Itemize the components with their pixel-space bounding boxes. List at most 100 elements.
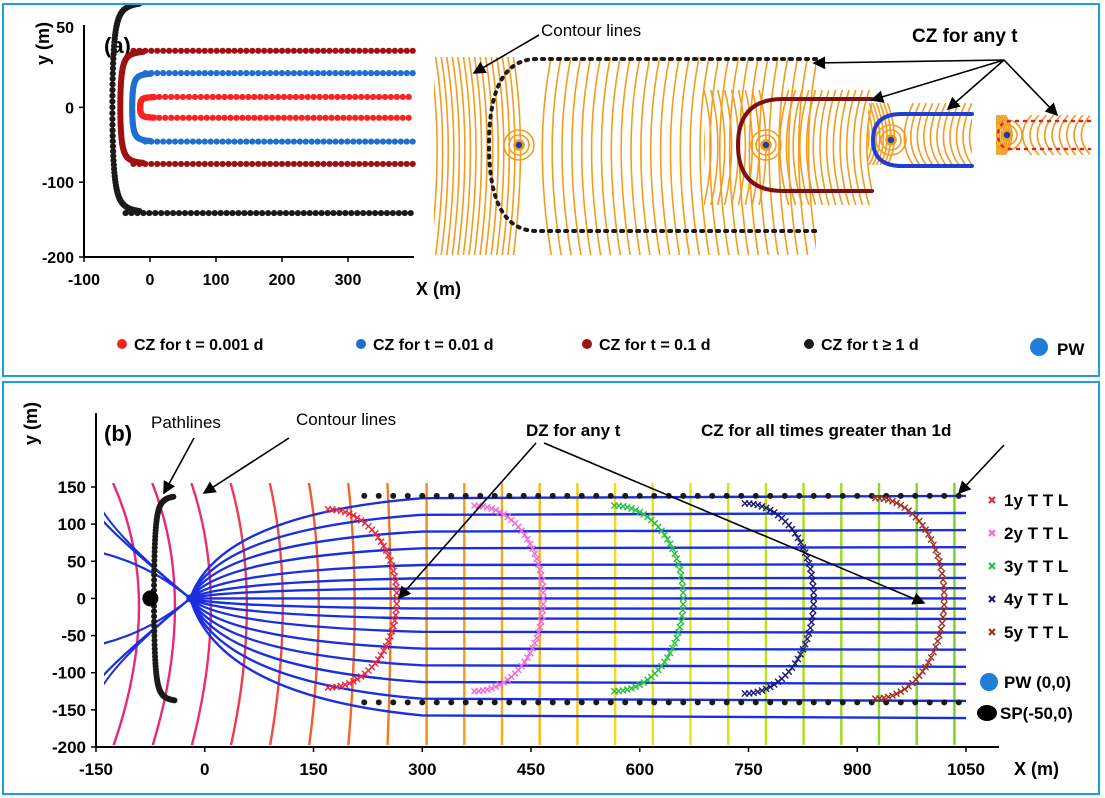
- cz-point: [191, 114, 198, 121]
- contour-line: [728, 57, 740, 255]
- ttl-point: [803, 554, 811, 562]
- ttl-point: [758, 502, 766, 510]
- cz-point: [373, 160, 381, 168]
- contour-line: [600, 57, 612, 255]
- cz-point: [223, 209, 230, 217]
- cz-point: [326, 160, 333, 168]
- cz-point: [235, 209, 242, 217]
- contour-line: [699, 57, 710, 255]
- cz-point: [109, 115, 116, 123]
- cz-point: [356, 70, 363, 77]
- cz-point: [462, 699, 469, 706]
- cz-point: [267, 138, 274, 145]
- ttl-point: [470, 502, 478, 510]
- cz-point: [247, 209, 254, 217]
- cz-point: [261, 47, 268, 54]
- ttl-point: [930, 541, 938, 549]
- cz-point: [109, 70, 116, 77]
- cz-point: [179, 114, 187, 121]
- annotation-arrow: [946, 59, 1005, 111]
- cz-point: [302, 70, 309, 77]
- cz-point: [261, 138, 268, 145]
- ttl-point: [901, 685, 909, 693]
- x-tick-label: 200: [269, 272, 296, 289]
- cz-point: [267, 160, 274, 168]
- ttl-point: [810, 594, 818, 602]
- contour-line: [1065, 115, 1077, 155]
- ttl-point: [345, 510, 353, 518]
- cz-point: [404, 492, 411, 499]
- cz-point: [314, 47, 321, 54]
- ttl-point: [674, 629, 682, 637]
- ttl-point: [930, 648, 938, 656]
- ttl-point: [666, 540, 674, 548]
- cz-point: [197, 93, 204, 101]
- ttl-point: [762, 685, 770, 693]
- contour-lines: [996, 115, 1090, 155]
- pathline: [189, 597, 967, 634]
- cz-point: [342, 209, 349, 217]
- annotation-arrow: [163, 437, 195, 495]
- cz-point: [883, 699, 890, 706]
- contour-line: [473, 57, 483, 255]
- cz-point: [298, 93, 305, 101]
- legend-label-2: CZ for t = 0.1 d: [599, 337, 711, 354]
- cz-point: [189, 160, 196, 168]
- ttl-point: [803, 635, 811, 643]
- cz-point: [352, 93, 359, 101]
- cz-point: [154, 47, 161, 54]
- contour-line: [785, 90, 797, 205]
- legend-marker-0: [988, 496, 996, 504]
- contour-line: [434, 57, 444, 255]
- ttl-point: [679, 589, 687, 597]
- ttl-point: [897, 688, 905, 696]
- cz-point: [356, 160, 363, 168]
- cz-curve: [735, 97, 874, 193]
- ttl-point: [939, 613, 947, 621]
- ttl-point: [927, 535, 935, 543]
- contour-line: [868, 121, 870, 151]
- y-tick-label: 0: [65, 100, 74, 117]
- ttl-point: [893, 499, 901, 507]
- cz-point: [251, 93, 258, 101]
- contour-line: [1073, 115, 1084, 155]
- contour-line: [689, 57, 700, 255]
- cz-point: [156, 114, 163, 121]
- cz-point: [322, 93, 329, 101]
- cz-point: [110, 55, 117, 62]
- cz-point: [207, 47, 214, 54]
- ttl-point: [806, 565, 814, 573]
- ttl-point: [526, 649, 534, 657]
- cz-point: [854, 492, 861, 499]
- cz-point: [269, 114, 276, 121]
- cz-point: [296, 160, 303, 168]
- cz-point: [369, 114, 377, 121]
- cz-point: [130, 160, 137, 168]
- ttl-point: [676, 566, 684, 574]
- ttl-point: [808, 618, 816, 626]
- cz-point: [168, 93, 175, 101]
- contour-line: [716, 90, 726, 205]
- cz-point: [316, 114, 323, 121]
- annotation-arrow: [957, 444, 1005, 495]
- cz-point: [239, 114, 246, 121]
- cz-point: [189, 70, 196, 77]
- ttl-point: [679, 594, 687, 602]
- cz-point: [195, 160, 202, 168]
- ttl-point: [937, 563, 945, 571]
- contour-line: [457, 57, 466, 255]
- cz-point: [448, 492, 455, 499]
- cz-point: [344, 160, 351, 168]
- cz-point: [391, 138, 398, 145]
- cz-point: [284, 47, 292, 54]
- contour-lines: [704, 90, 872, 205]
- cz-point: [520, 492, 527, 499]
- contour-line: [916, 103, 928, 165]
- cz-point: [564, 492, 571, 499]
- contour-line: [812, 90, 824, 205]
- cz-point: [243, 70, 250, 77]
- cz-point: [549, 699, 556, 706]
- pathline: [104, 511, 191, 600]
- cz-point: [379, 138, 387, 145]
